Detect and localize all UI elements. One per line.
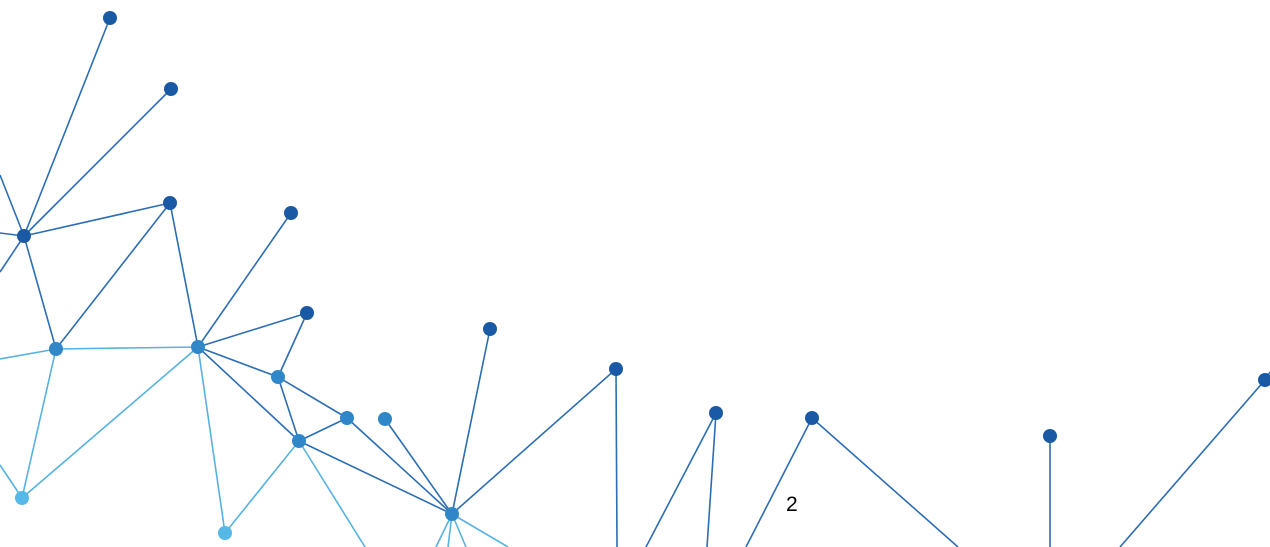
network-edge <box>745 417 813 547</box>
network-edge <box>0 174 25 237</box>
network-edge <box>23 88 172 237</box>
network-node <box>284 206 298 220</box>
network-edge <box>298 440 366 547</box>
network-edge <box>0 235 25 273</box>
network-node <box>218 526 232 540</box>
network-node <box>378 412 392 426</box>
network-edge <box>615 368 618 547</box>
network-node <box>445 507 459 521</box>
network-edge <box>298 440 453 515</box>
network-edge <box>23 202 171 237</box>
network-node <box>17 229 31 243</box>
network-edge <box>277 312 308 378</box>
network-edge <box>451 513 509 547</box>
network-edge <box>197 212 292 348</box>
network-edge <box>23 235 57 350</box>
network-node <box>103 11 117 25</box>
network-edge <box>346 417 453 515</box>
network-edge <box>451 368 617 515</box>
network-edge <box>197 346 300 442</box>
network-edge <box>298 417 348 442</box>
network-node <box>300 306 314 320</box>
page-number: 2 <box>786 493 798 516</box>
network-node <box>163 196 177 210</box>
network-edge <box>55 346 199 350</box>
network-node <box>1258 373 1270 387</box>
network-edge <box>0 348 57 360</box>
network-node <box>292 434 306 448</box>
network-node <box>191 340 205 354</box>
network-edge <box>451 328 491 515</box>
network-edge <box>197 346 226 534</box>
network-edge <box>169 202 199 348</box>
network-node <box>805 411 819 425</box>
network-node <box>1043 429 1057 443</box>
network-edge <box>55 202 171 350</box>
network-edge <box>277 376 300 442</box>
network-node <box>49 342 63 356</box>
network-edge <box>706 412 717 547</box>
network-edge <box>21 346 199 499</box>
network-edge <box>23 17 111 237</box>
network-edge <box>277 376 348 419</box>
network-edge <box>1119 379 1266 547</box>
network-edge <box>384 418 453 515</box>
network-edge <box>197 312 308 348</box>
network-edge <box>811 417 959 547</box>
network-node <box>340 411 354 425</box>
network-node <box>271 370 285 384</box>
network-node <box>709 406 723 420</box>
network-edge <box>224 440 300 534</box>
network-edge <box>645 412 717 547</box>
network-node <box>483 322 497 336</box>
network-edge <box>197 346 279 378</box>
network-node <box>15 491 29 505</box>
network-edge <box>21 348 57 499</box>
network-node <box>164 82 178 96</box>
network-node <box>609 362 623 376</box>
